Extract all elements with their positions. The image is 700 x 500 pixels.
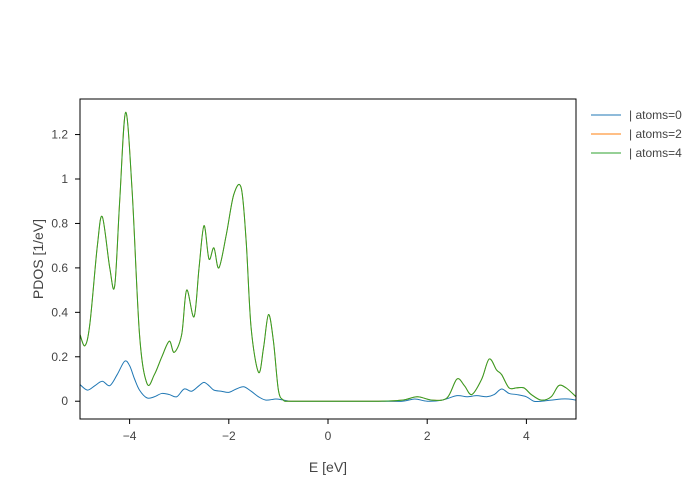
- legend-label: | atoms=0: [629, 108, 682, 122]
- x-tick-label: 4: [523, 429, 530, 443]
- y-tick-label: 0.8: [51, 216, 68, 230]
- legend-label: | atoms=2: [629, 127, 682, 141]
- y-tick-label: 0.2: [51, 350, 68, 364]
- y-tick-label: 0.6: [51, 261, 68, 275]
- legend-item-0[interactable]: | atoms=0: [591, 108, 682, 122]
- y-axis-title: PDOS [1/eV]: [30, 219, 46, 299]
- y-tick-label: 1: [61, 172, 68, 186]
- series-line-0: [80, 360, 576, 403]
- series-line-2: [80, 111, 576, 402]
- y-axis-ticks: 0 0.2 0.4 0.6 0.8 1 1.2: [51, 128, 80, 408]
- plot-background: [80, 99, 576, 419]
- x-tick-label: −2: [222, 429, 236, 443]
- y-tick-label: 0.4: [51, 305, 68, 319]
- y-tick-label: 1.2: [51, 128, 68, 142]
- legend-label: | atoms=4: [629, 146, 682, 160]
- x-axis-ticks: −4 −2 0 2 4: [123, 419, 530, 443]
- x-tick-label: 2: [424, 429, 431, 443]
- x-tick-label: −4: [123, 429, 137, 443]
- series-lines: [80, 111, 576, 403]
- y-tick-label: 0: [61, 394, 68, 408]
- x-tick-label: 0: [325, 429, 332, 443]
- legend-item-2[interactable]: | atoms=4: [591, 146, 682, 160]
- legend[interactable]: | atoms=0 | atoms=2 | atoms=4: [591, 108, 682, 160]
- legend-item-1[interactable]: | atoms=2: [591, 127, 682, 141]
- x-axis-title: E [eV]: [309, 459, 347, 475]
